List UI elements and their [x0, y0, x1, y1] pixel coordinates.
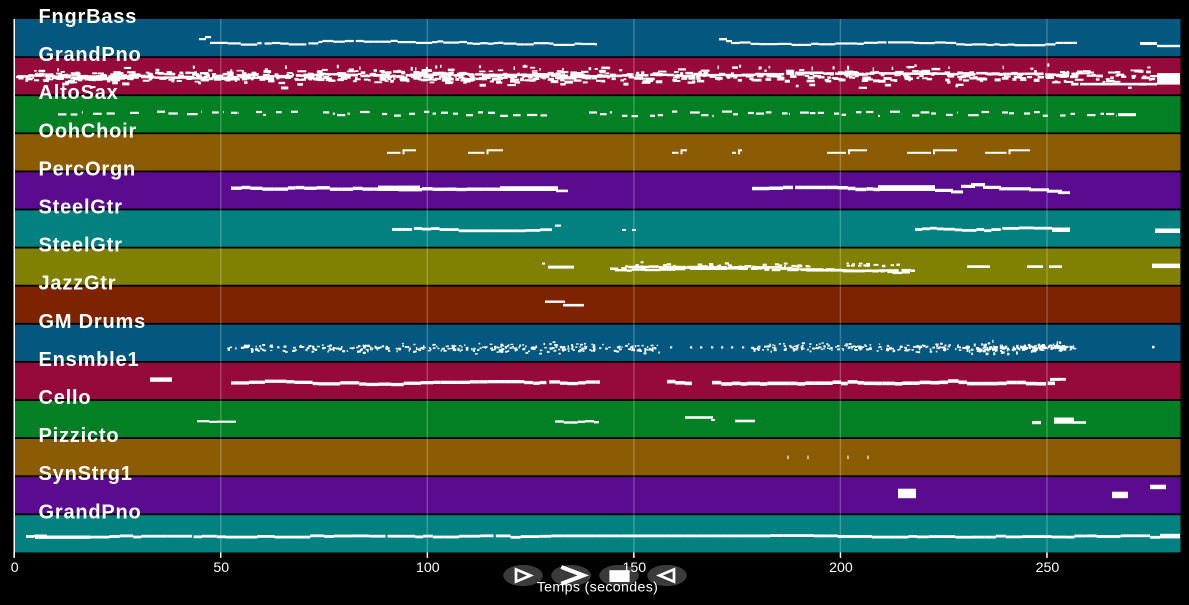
svg-text:OohChoir: OohChoir [39, 120, 138, 142]
svg-text:Cello: Cello [39, 387, 92, 409]
svg-text:150: 150 [623, 560, 647, 576]
svg-text:SynStrg1: SynStrg1 [39, 463, 133, 485]
svg-text:Temps (secondes): Temps (secondes) [537, 580, 659, 596]
svg-text:0: 0 [11, 560, 19, 576]
svg-text:GM Drums: GM Drums [39, 311, 147, 333]
svg-text:JazzGtr: JazzGtr [39, 273, 117, 295]
svg-text:GrandPno: GrandPno [39, 44, 142, 66]
svg-text:200: 200 [829, 560, 853, 576]
svg-text:AltoSax: AltoSax [39, 82, 119, 104]
svg-text:Ensmble1: Ensmble1 [39, 349, 140, 371]
svg-text:PercOrgn: PercOrgn [39, 158, 137, 180]
svg-text:GrandPno: GrandPno [39, 501, 142, 523]
svg-text:Pizzicto: Pizzicto [39, 425, 120, 447]
svg-text:250: 250 [1036, 560, 1060, 576]
svg-text:FngrBass: FngrBass [39, 6, 138, 28]
svg-text:SteelGtr: SteelGtr [39, 197, 123, 219]
svg-text:100: 100 [416, 560, 440, 576]
svg-text:SteelGtr: SteelGtr [39, 235, 123, 257]
svg-text:50: 50 [213, 560, 229, 576]
